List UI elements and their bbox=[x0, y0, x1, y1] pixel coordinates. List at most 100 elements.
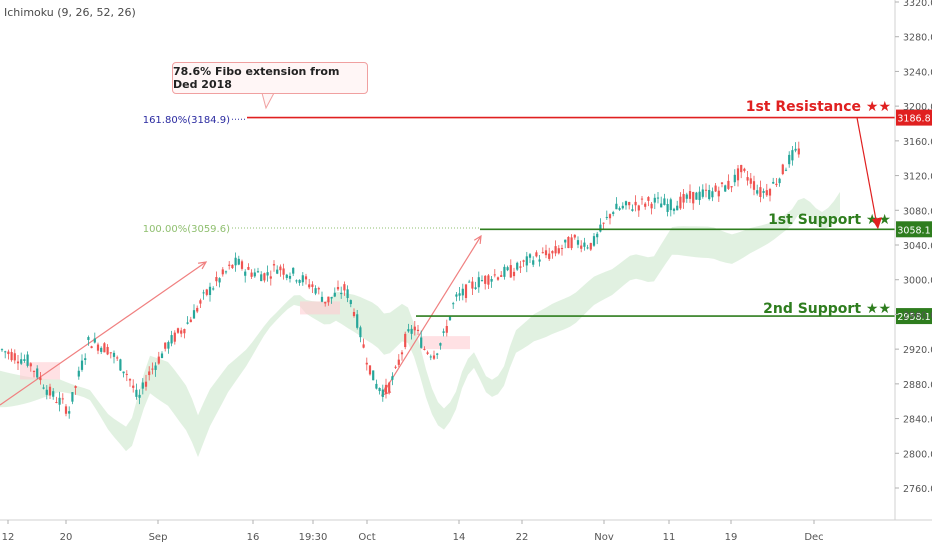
candle-body bbox=[164, 342, 167, 349]
candle-body bbox=[148, 371, 151, 376]
candle-body bbox=[637, 205, 640, 211]
candle-body bbox=[762, 191, 765, 193]
candle-body bbox=[564, 239, 567, 243]
candle-body bbox=[100, 347, 103, 352]
candle-body bbox=[279, 266, 282, 271]
candle-body bbox=[480, 280, 484, 282]
candle-body bbox=[61, 398, 64, 400]
candle-body bbox=[292, 267, 295, 274]
cloud-red bbox=[20, 362, 60, 380]
support-2-price-text: 2958.1 bbox=[897, 312, 930, 323]
candle-body bbox=[170, 335, 173, 344]
candle-body bbox=[90, 346, 93, 349]
candle-body bbox=[484, 275, 487, 284]
candle-body bbox=[608, 214, 612, 219]
support-1-label: 1st Support ★★ bbox=[768, 212, 891, 228]
x-tick-label: 22 bbox=[516, 532, 529, 543]
candle-body bbox=[599, 224, 602, 232]
candle-body bbox=[231, 264, 234, 269]
y-tick-label: 2760.0 bbox=[903, 484, 932, 495]
candle-body bbox=[308, 284, 311, 288]
candle-body bbox=[727, 180, 730, 189]
candle-body bbox=[714, 185, 717, 192]
candle-body bbox=[583, 242, 586, 247]
candle-body bbox=[68, 411, 71, 414]
candle-body bbox=[237, 258, 240, 265]
candlesticks bbox=[0, 141, 800, 419]
candle-body bbox=[260, 274, 263, 282]
candle-body bbox=[624, 201, 628, 206]
candle-body bbox=[55, 401, 58, 403]
candle-body bbox=[359, 327, 362, 338]
candle-body bbox=[285, 274, 288, 278]
candle-body bbox=[208, 286, 212, 295]
candle-body bbox=[340, 292, 343, 295]
y-tick-label: 3160.0 bbox=[903, 137, 932, 148]
candle-body bbox=[535, 252, 538, 257]
candle-body bbox=[420, 337, 423, 348]
candle-body bbox=[64, 406, 68, 414]
y-tick-label: 3200.0 bbox=[903, 102, 932, 113]
candle-body bbox=[477, 277, 480, 288]
candle-body bbox=[631, 209, 634, 211]
candle-body bbox=[391, 376, 394, 380]
candle-body bbox=[541, 252, 544, 254]
candle-body bbox=[560, 247, 564, 250]
candle-body bbox=[708, 189, 711, 200]
resistance-to-support-arrowhead bbox=[872, 217, 882, 230]
candle-body bbox=[544, 250, 548, 256]
candle-body bbox=[365, 362, 368, 365]
candle-body bbox=[112, 352, 116, 357]
candle-body bbox=[432, 355, 436, 359]
resistance-1-price-tag bbox=[896, 109, 932, 126]
candle-body bbox=[327, 296, 330, 303]
candle-body bbox=[109, 352, 112, 354]
candle-body bbox=[746, 177, 749, 181]
candle-body bbox=[500, 275, 503, 277]
candle-body bbox=[570, 237, 573, 249]
candle-body bbox=[330, 296, 333, 299]
candle-body bbox=[407, 329, 410, 332]
candle-body bbox=[765, 190, 768, 196]
indicator-label[interactable]: Ichimoku (9, 26, 52, 26) bbox=[4, 6, 136, 19]
candle-body bbox=[20, 359, 23, 364]
candle-body bbox=[244, 271, 247, 276]
candle-body bbox=[16, 361, 20, 364]
candle-body bbox=[784, 169, 788, 171]
y-tick-label: 3120.0 bbox=[903, 172, 932, 183]
candle-body bbox=[573, 234, 576, 238]
candle-body bbox=[132, 385, 135, 388]
candle-body bbox=[71, 392, 74, 402]
candle-body bbox=[26, 354, 29, 366]
candle-body bbox=[80, 360, 84, 370]
candle-body bbox=[317, 288, 320, 290]
candle-body bbox=[234, 257, 237, 266]
candle-body bbox=[775, 183, 778, 186]
candle-body bbox=[778, 178, 781, 184]
candle-body bbox=[672, 208, 676, 211]
candle-body bbox=[538, 259, 541, 262]
candle-body bbox=[413, 326, 416, 331]
candle-body bbox=[580, 245, 583, 249]
candle-body bbox=[212, 288, 215, 290]
x-tick-label: 20 bbox=[60, 532, 73, 543]
candle-body bbox=[704, 189, 708, 191]
candle-body bbox=[685, 194, 688, 199]
resistance-1-price-text: 3186.8 bbox=[897, 114, 930, 125]
candle-body bbox=[154, 365, 157, 370]
candle-body bbox=[429, 356, 432, 358]
candle-body bbox=[503, 266, 506, 277]
callout-pointer bbox=[261, 92, 275, 110]
candle-body bbox=[368, 365, 372, 375]
candle-body bbox=[720, 182, 724, 184]
candle-body bbox=[711, 191, 714, 198]
candle-body bbox=[266, 272, 269, 276]
candle-body bbox=[180, 330, 183, 334]
fibo-callout: 78.6% Fibo extension from Ded 2018 bbox=[172, 62, 368, 94]
candle-body bbox=[314, 288, 317, 294]
candle-body bbox=[36, 368, 39, 378]
candle-body bbox=[740, 164, 743, 173]
